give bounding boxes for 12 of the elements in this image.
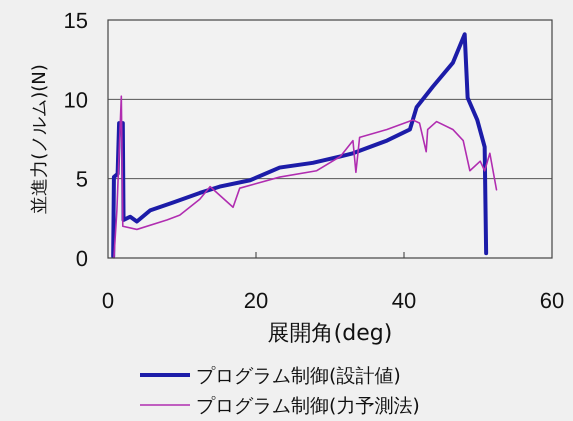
y-tick-label: 15 [64,8,88,33]
legend-label: プログラム制御(設計値) [196,365,401,387]
y-tick-label: 5 [76,166,88,192]
x-tick-label: 60 [540,288,564,313]
x-tick-label: 0 [102,288,114,313]
x-tick-label: 40 [392,288,416,313]
y-tick-label: 10 [64,87,88,112]
y-tick-label: 0 [76,246,88,271]
y-axis-title: 並進力(ノルム)(N) [29,64,50,214]
x-tick-label: 20 [244,288,268,313]
legend-label: プログラム制御(力予測法) [196,395,420,417]
x-axis-title: 展開角(deg) [268,321,392,346]
